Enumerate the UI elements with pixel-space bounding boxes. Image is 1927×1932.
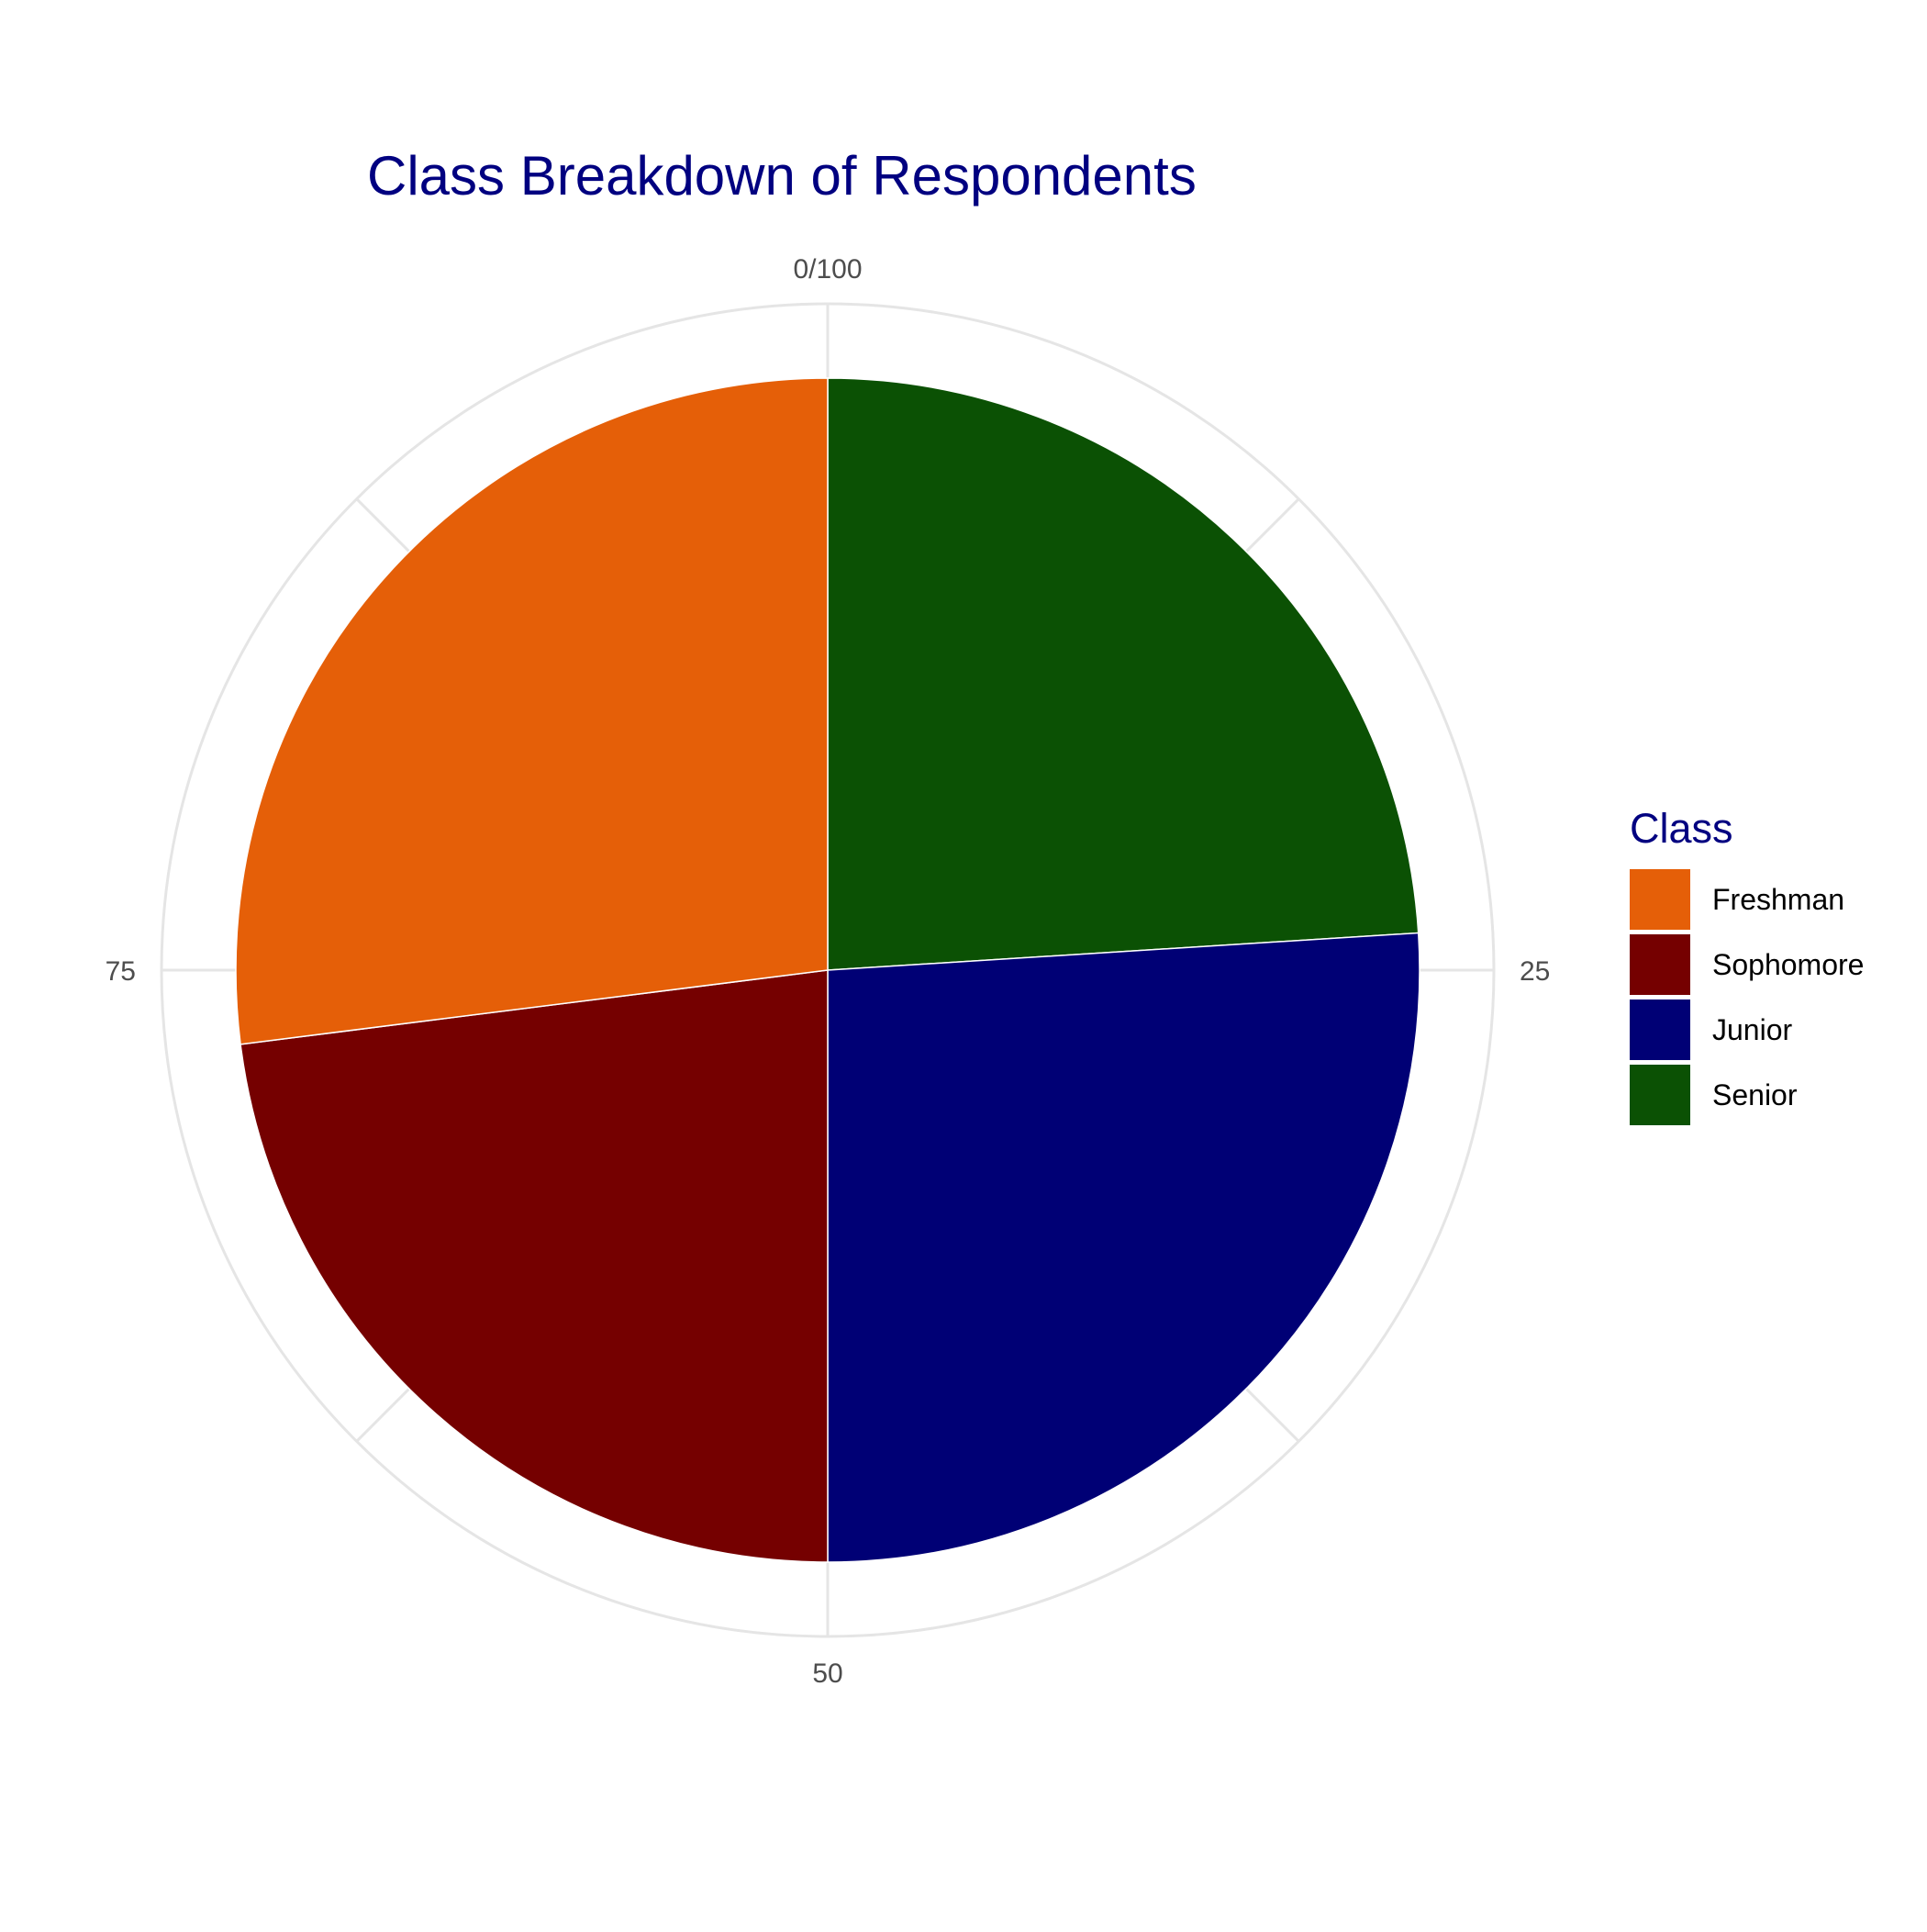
legend-swatch (1630, 1000, 1690, 1060)
legend-item-sophomore: Sophomore (1630, 934, 1864, 995)
legend-swatch (1630, 934, 1690, 995)
legend-item-freshman: Freshman (1630, 869, 1844, 930)
legend: Class Freshman Sophomore Junior Senior (1630, 805, 1864, 1125)
legend-label: Sophomore (1712, 948, 1864, 981)
pie-slices (235, 377, 1420, 1563)
angle-tick-label: 75 (106, 956, 136, 987)
legend-items: Freshman Sophomore Junior Senior (1630, 869, 1864, 1125)
legend-swatch (1630, 1065, 1690, 1125)
legend-title: Class (1630, 805, 1733, 852)
legend-label: Senior (1712, 1078, 1798, 1111)
angle-tick-label: 25 (1520, 956, 1550, 987)
angle-tick-label: 0/100 (793, 254, 862, 285)
pie-slice-freshman (235, 377, 829, 1045)
legend-swatch (1630, 869, 1690, 930)
pie-slice-sophomore (239, 969, 829, 1563)
pie-slice-senior (827, 377, 1420, 971)
legend-item-junior: Junior (1630, 1000, 1793, 1060)
angle-tick-label: 50 (812, 1658, 842, 1689)
legend-item-senior: Senior (1630, 1065, 1798, 1125)
legend-label: Freshman (1712, 883, 1844, 916)
pie-slice-junior (827, 932, 1420, 1563)
chart-title: Class Breakdown of Respondents (367, 145, 1197, 207)
legend-label: Junior (1712, 1013, 1793, 1046)
angle-axis-ticks: 0/100 25 50 75 (106, 254, 1551, 1689)
